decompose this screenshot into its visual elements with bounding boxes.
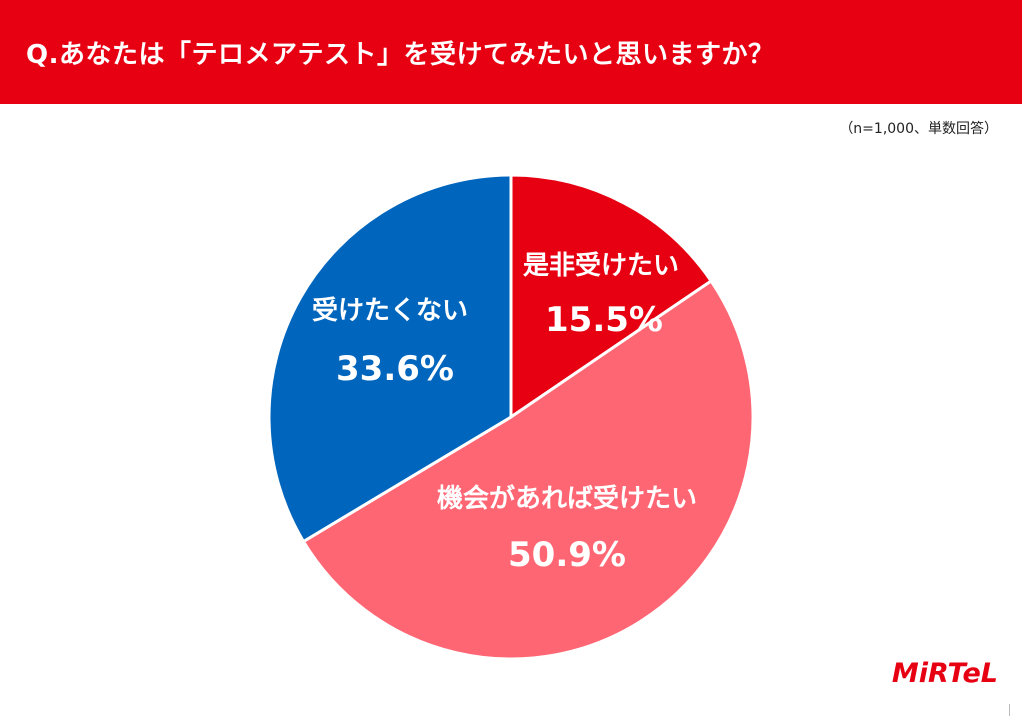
slice-category-label: 是非受けたい [523,250,679,281]
pie-slice-1 [509,173,713,419]
slice-category-label: 機会があれば受けたい [437,483,697,514]
page-title: Q.あなたは「テロメアテスト」を受けてみたいと思いますか？ [26,40,775,70]
corner-divider [1009,704,1010,716]
sample-size-note: （n=1,000、単数回答） [839,121,998,137]
title-banner: Q.あなたは「テロメアテスト」を受けてみたいと思いますか？ [0,0,1022,104]
pie-slice-2 [301,279,755,661]
pie-slice-3 [267,173,513,543]
slice-category-label: 受けたくない [312,295,468,326]
slice-value-label: 15.5% [545,300,663,340]
slice-value-label: 50.9% [508,535,626,575]
slice-value-label: 33.6% [336,349,454,389]
mirtel-logo: MiRTeL [891,658,998,689]
